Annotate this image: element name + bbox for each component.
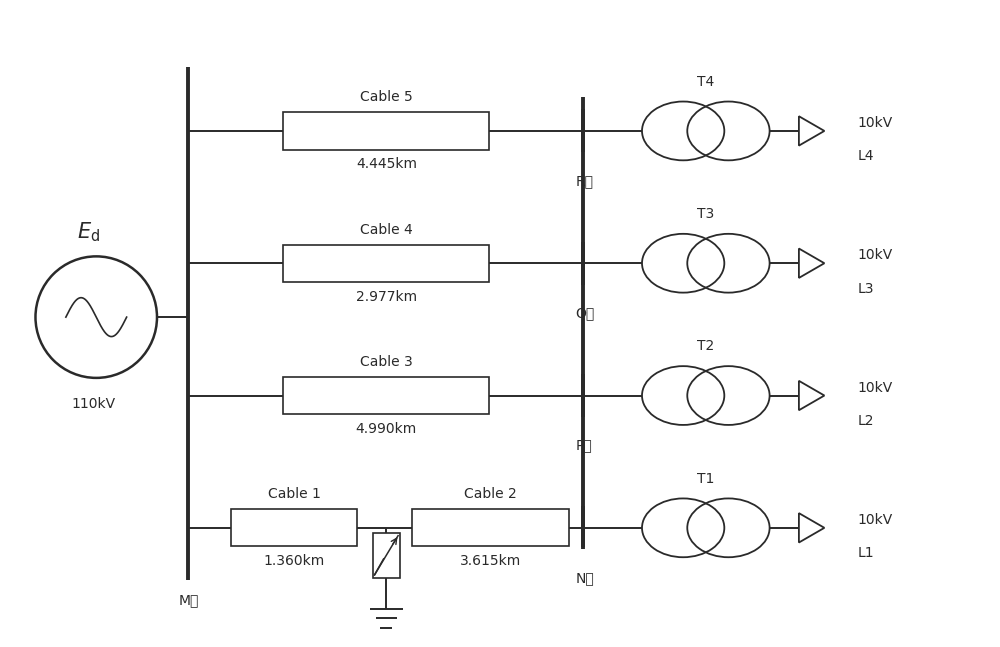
Text: 110kV: 110kV <box>71 397 115 411</box>
Text: 2.977km: 2.977km <box>356 290 417 303</box>
Text: L3: L3 <box>858 281 874 296</box>
Text: 4.990km: 4.990km <box>356 422 417 436</box>
Text: T3: T3 <box>697 207 714 221</box>
Bar <box>412 509 569 547</box>
Text: 10kV: 10kV <box>858 513 893 527</box>
Text: Cable 3: Cable 3 <box>360 355 413 369</box>
Text: L2: L2 <box>858 414 874 428</box>
Bar <box>283 377 489 414</box>
Bar <box>283 245 489 282</box>
Text: N端: N端 <box>575 571 594 585</box>
Text: 10kV: 10kV <box>858 380 893 395</box>
Text: T4: T4 <box>697 75 714 89</box>
Bar <box>283 113 489 149</box>
Text: T1: T1 <box>697 472 714 486</box>
Bar <box>373 532 400 578</box>
Text: L1: L1 <box>858 546 874 560</box>
Text: T2: T2 <box>697 340 714 353</box>
Text: R端: R端 <box>575 174 593 188</box>
Text: 10kV: 10kV <box>858 248 893 263</box>
Text: $E_\mathrm{d}$: $E_\mathrm{d}$ <box>77 220 100 244</box>
Text: 4.445km: 4.445km <box>356 157 417 171</box>
Text: Cable 1: Cable 1 <box>268 487 321 501</box>
Text: M端: M端 <box>178 593 199 608</box>
Text: Q端: Q端 <box>575 306 595 320</box>
Text: Cable 4: Cable 4 <box>360 223 413 237</box>
Text: Cable 2: Cable 2 <box>464 487 517 501</box>
Text: 3.615km: 3.615km <box>460 554 521 568</box>
Text: L4: L4 <box>858 149 874 164</box>
Text: 1.360km: 1.360km <box>264 554 325 568</box>
Text: P端: P端 <box>575 439 592 453</box>
Text: Cable 5: Cable 5 <box>360 91 413 104</box>
Text: 10kV: 10kV <box>858 116 893 130</box>
Bar <box>231 509 357 547</box>
